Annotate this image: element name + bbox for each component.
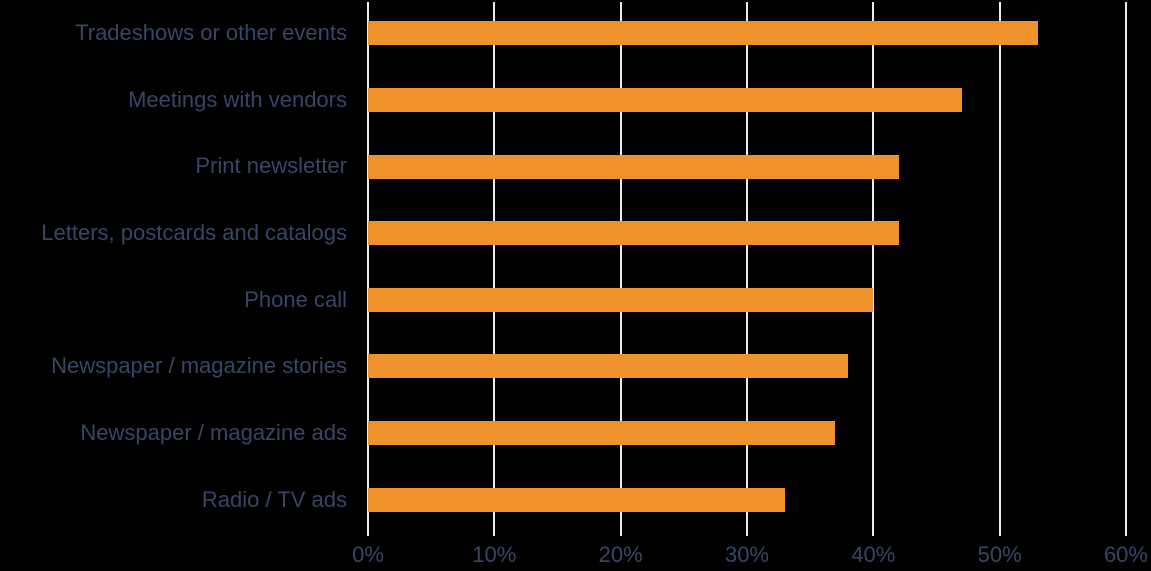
gridline — [872, 2, 875, 536]
bar — [368, 354, 849, 379]
bar — [368, 87, 962, 112]
category-label: Tradeshows or other events — [75, 20, 347, 46]
category-label: Print newsletter — [195, 153, 347, 179]
x-axis-tick-label: 20% — [598, 542, 643, 567]
x-axis-tick-label: 10% — [472, 542, 517, 567]
gridline — [1124, 2, 1127, 536]
category-label: Newspaper / magazine stories — [51, 353, 347, 379]
bar — [368, 287, 874, 312]
x-axis-tick-label: 60% — [1103, 542, 1148, 567]
x-axis-tick-label: 30% — [724, 542, 769, 567]
category-label: Radio / TV ads — [201, 486, 347, 512]
category-label: Meetings with vendors — [128, 86, 347, 112]
bar — [368, 21, 1038, 46]
x-axis-tick-label: 50% — [977, 542, 1022, 567]
x-axis-tick-label: 0% — [352, 542, 384, 567]
x-axis-tick-label: 40% — [851, 542, 896, 567]
bar — [368, 487, 785, 512]
bar — [368, 421, 836, 446]
gridline — [493, 2, 496, 536]
category-label: Phone call — [244, 286, 347, 312]
category-label: Newspaper / magazine ads — [80, 419, 347, 445]
bar — [368, 154, 899, 179]
category-label: Letters, postcards and catalogs — [41, 220, 347, 246]
gridline — [619, 2, 622, 536]
gridline — [998, 2, 1001, 536]
bar — [368, 221, 899, 246]
gridline — [367, 2, 369, 536]
gridline — [745, 2, 748, 536]
